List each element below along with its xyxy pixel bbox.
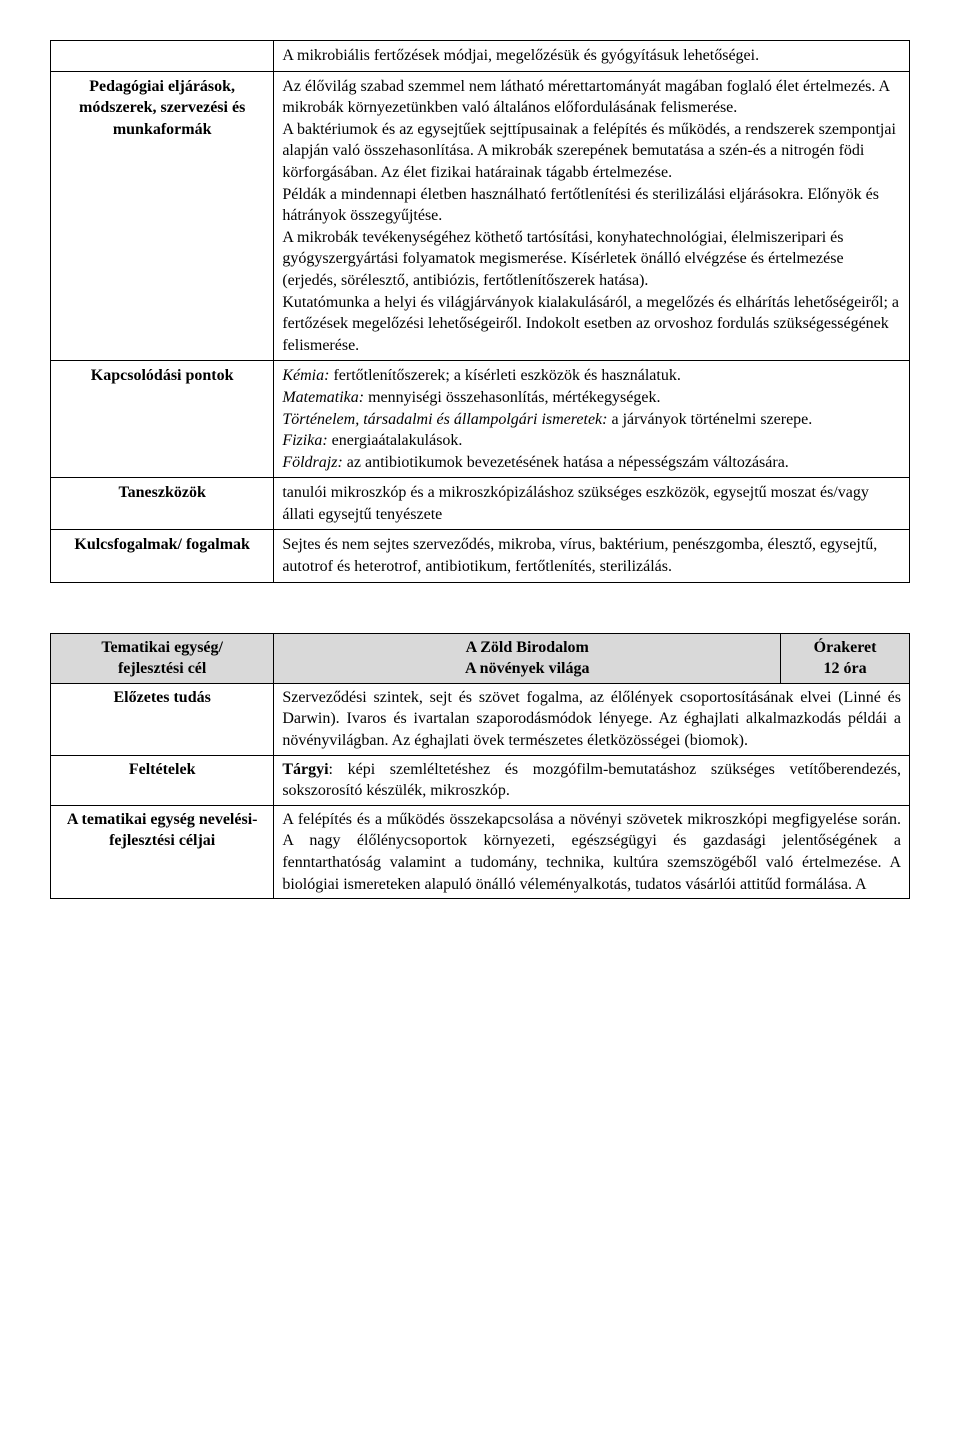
- header-tematikai: Tematikai egység/ fejlesztési cél: [51, 633, 274, 683]
- subject-text: az antibiotikumok bevezetésének hatása a…: [343, 454, 789, 471]
- label-kulcsfogalmak: Kulcsfogalmak/ fogalmak: [51, 530, 274, 582]
- subject-text: fertőtlenítőszerek; a kísérleti eszközök…: [329, 367, 680, 384]
- table-row: A mikrobiális fertőzések módjai, megelőz…: [51, 41, 910, 72]
- subject-label: Földrajz:: [282, 454, 342, 471]
- subject-label: Történelem, társadalmi és állampolgári i…: [282, 411, 607, 428]
- header-line: Tematikai egység/: [59, 637, 265, 659]
- line-matematika: Matematika: mennyiségi összehasonlítás, …: [282, 387, 901, 409]
- header-line: Órakeret: [789, 637, 901, 659]
- content-kapcsolodasi: Kémia: fertőtlenítőszerek; a kísérleti e…: [274, 361, 910, 478]
- content-celjai: A felépítés és a működés összekapcsolása…: [274, 805, 910, 898]
- subject-text: mennyiségi összehasonlítás, mértékegység…: [364, 389, 660, 406]
- subject-label: Kémia:: [282, 367, 329, 384]
- paragraph: Az élővilág szabad szemmel nem látható m…: [282, 76, 901, 119]
- table-row: Taneszközök tanulói mikroszkóp és a mikr…: [51, 478, 910, 530]
- table-row: Kapcsolódási pontok Kémia: fertőtlenítős…: [51, 361, 910, 478]
- table-curriculum-1: A mikrobiális fertőzések módjai, megelőz…: [50, 40, 910, 583]
- content-elozetes: Szerveződési szintek, sejt és szövet fog…: [274, 683, 910, 755]
- table-curriculum-2: Tematikai egység/ fejlesztési cél A Zöld…: [50, 633, 910, 900]
- table-row: Feltételek Tárgyi: képi szemléltetéshez …: [51, 755, 910, 805]
- label-elozetes: Előzetes tudás: [51, 683, 274, 755]
- line-foldrajz: Földrajz: az antibiotikumok bevezetéséne…: [282, 452, 901, 474]
- header-line: A Zöld Birodalom: [282, 637, 772, 659]
- content-pedagogiai: Az élővilág szabad szemmel nem látható m…: [274, 71, 910, 361]
- header-line: A növények világa: [282, 658, 772, 680]
- table-row: Előzetes tudás Szerveződési szintek, sej…: [51, 683, 910, 755]
- label-cell-empty: [51, 41, 274, 72]
- line-tortenelem: Történelem, társadalmi és állampolgári i…: [282, 409, 901, 431]
- label-taneszkozok: Taneszközök: [51, 478, 274, 530]
- text-feltetelek: : képi szemléltetéshez és mozgófilm-bemu…: [282, 761, 901, 800]
- table-row: A tematikai egység nevelési-fejlesztési …: [51, 805, 910, 898]
- label-kapcsolodasi: Kapcsolódási pontok: [51, 361, 274, 478]
- subject-text: energiaátalakulások.: [328, 432, 463, 449]
- line-kemia: Kémia: fertőtlenítőszerek; a kísérleti e…: [282, 365, 901, 387]
- label-pedagogiai: Pedagógiai eljárások, módszerek, szervez…: [51, 71, 274, 361]
- content-cell: A mikrobiális fertőzések módjai, megelőz…: [274, 41, 910, 72]
- subject-text: a járványok történelmi szerepe.: [607, 411, 812, 428]
- line-fizika: Fizika: energiaátalakulások.: [282, 430, 901, 452]
- subject-label: Fizika:: [282, 432, 327, 449]
- content-taneszkozok: tanulói mikroszkóp és a mikroszkópizálás…: [274, 478, 910, 530]
- table-header-row: Tematikai egység/ fejlesztési cél A Zöld…: [51, 633, 910, 683]
- paragraph: A mikrobák tevékenységéhez köthető tartó…: [282, 227, 901, 292]
- table-row: Pedagógiai eljárások, módszerek, szervez…: [51, 71, 910, 361]
- prefix-targyi: Tárgyi: [282, 761, 328, 778]
- paragraph: Példák a mindennapi életben használható …: [282, 184, 901, 227]
- label-celjai: A tematikai egység nevelési-fejlesztési …: [51, 805, 274, 898]
- table-row: Kulcsfogalmak/ fogalmak Sejtes és nem se…: [51, 530, 910, 582]
- paragraph: A baktériumok és az egysejtűek sejttípus…: [282, 119, 901, 184]
- header-title: A Zöld Birodalom A növények világa: [274, 633, 781, 683]
- header-orakeret: Órakeret 12 óra: [781, 633, 910, 683]
- header-line: 12 óra: [789, 658, 901, 680]
- subject-label: Matematika:: [282, 389, 364, 406]
- header-line: fejlesztési cél: [59, 658, 265, 680]
- paragraph: Kutatómunka a helyi és világjárványok ki…: [282, 292, 901, 357]
- content-feltetelek: Tárgyi: képi szemléltetéshez és mozgófil…: [274, 755, 910, 805]
- label-feltetelek: Feltételek: [51, 755, 274, 805]
- content-kulcsfogalmak: Sejtes és nem sejtes szerveződés, mikrob…: [274, 530, 910, 582]
